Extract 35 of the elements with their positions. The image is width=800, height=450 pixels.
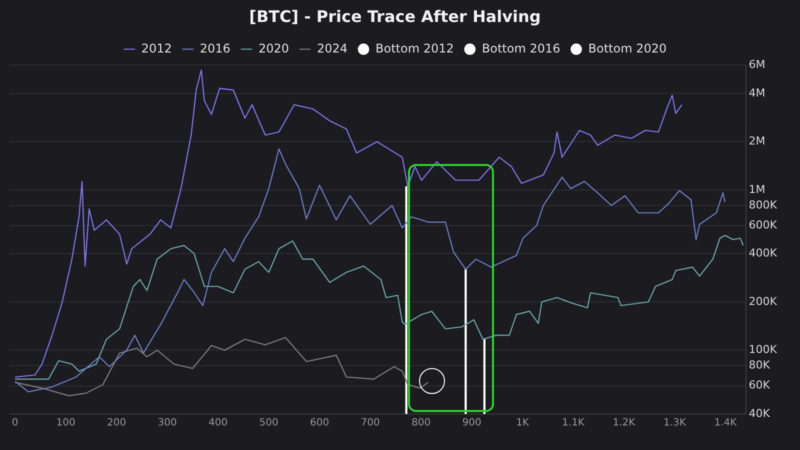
legend-label: Bottom 2016 xyxy=(482,41,560,56)
x-tick-label: 700 xyxy=(360,418,380,429)
x-tick-label: 900 xyxy=(462,418,482,429)
y-tick-label: 6M xyxy=(748,58,766,72)
legend-label: 2020 xyxy=(258,41,289,56)
y-tick-label: 400K xyxy=(748,246,778,260)
y-tick-label: 200K xyxy=(748,294,778,308)
legend-label: Bottom 2012 xyxy=(376,41,454,56)
legend-label: 2012 xyxy=(141,41,172,56)
legend-label: Bottom 2020 xyxy=(588,41,667,56)
y-tick-label: 100K xyxy=(748,343,778,356)
y-tick-label: 800K xyxy=(748,198,778,212)
x-tick-label: 1.4K xyxy=(714,418,738,429)
y-tick-label: 40K xyxy=(748,406,771,420)
x-tick-label: 0 xyxy=(12,418,18,429)
x-tick-label: 200 xyxy=(107,418,126,429)
x-tick-label: 500 xyxy=(259,418,278,429)
x-tick-label: 1.3K xyxy=(664,418,686,429)
x-tick-label: 1.1K xyxy=(562,418,585,429)
x-tick-label: 800 xyxy=(411,418,431,429)
legend-label: 2024 xyxy=(316,41,348,56)
x-tick-label: 400 xyxy=(208,418,228,429)
y-tick-label: 1M xyxy=(748,182,766,196)
y-tick-label: 4M xyxy=(748,86,766,100)
chart-title: [BTC] - Price Trace After Halving xyxy=(249,6,541,26)
y-tick-label: 80K xyxy=(748,358,771,372)
legend-label: 2016 xyxy=(200,41,230,56)
x-tick-label: 1.2K xyxy=(612,418,636,429)
x-tick-label: 600 xyxy=(310,418,330,429)
y-tick-label: 600K xyxy=(748,218,778,232)
x-tick-label: 1K xyxy=(516,418,530,429)
y-tick-label: 60K xyxy=(748,378,771,392)
x-tick-label: 300 xyxy=(158,418,177,429)
y-tick-label: 2M xyxy=(748,134,766,148)
x-tick-label: 100 xyxy=(56,418,76,429)
